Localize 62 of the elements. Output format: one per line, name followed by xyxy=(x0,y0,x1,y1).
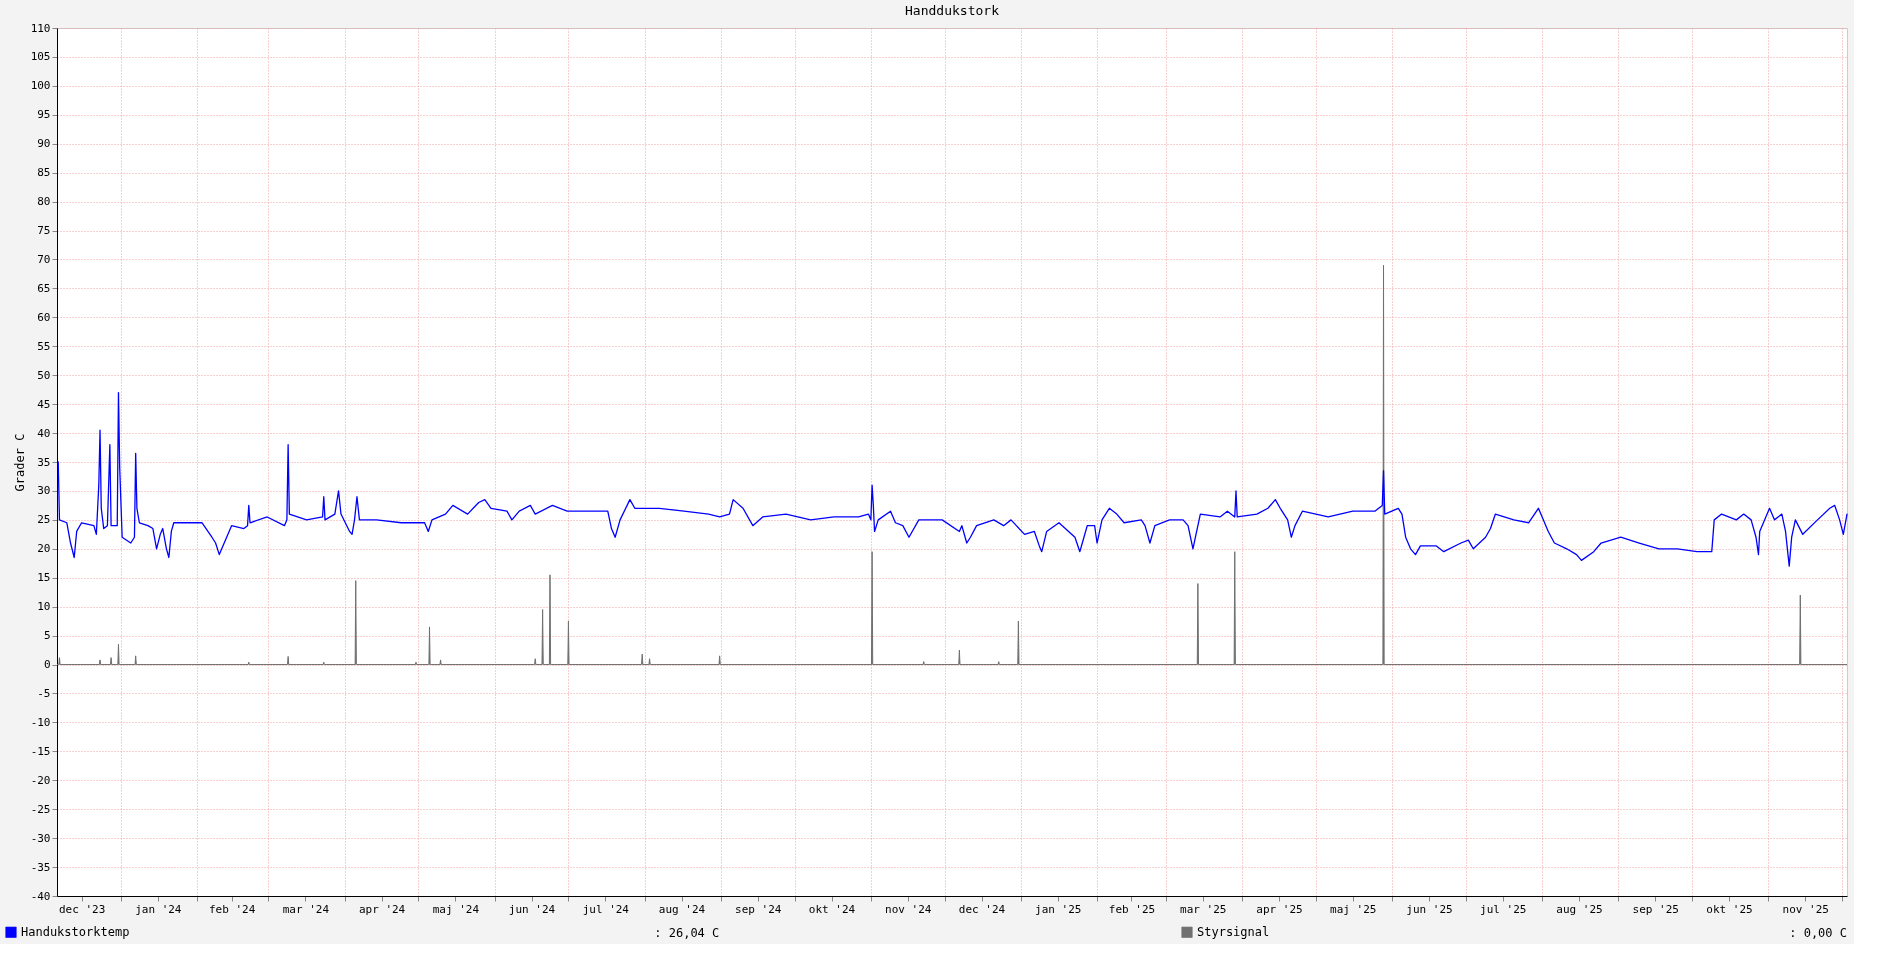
y-tick-label: -10 xyxy=(30,715,51,729)
x-tick-label: jul '24 xyxy=(582,902,630,916)
y-tick-label: 40 xyxy=(37,426,51,440)
y-tick-label: 25 xyxy=(37,513,51,527)
y-tick-label: 5 xyxy=(43,629,51,643)
x-tick-label: dec '23 xyxy=(58,902,106,916)
text: : 26,04 C xyxy=(654,926,720,940)
y-tick-label: 80 xyxy=(37,195,51,209)
y-tick-label: -25 xyxy=(30,802,51,816)
x-tick-label: aug '25 xyxy=(1556,902,1603,916)
y-tick-label: 20 xyxy=(37,542,51,556)
chart-title: Handdukstork xyxy=(905,3,1000,18)
x-tick-label: okt '25 xyxy=(1706,902,1753,916)
x-tick-label: apr '24 xyxy=(358,902,406,916)
y-tick-label: 0 xyxy=(43,658,51,672)
y-tick-label: -35 xyxy=(30,860,51,874)
y-tick-label: -40 xyxy=(30,889,51,903)
x-tick-label: feb '25 xyxy=(1108,902,1156,916)
x-tick-label: aug '24 xyxy=(658,902,706,916)
y-tick-label: 65 xyxy=(37,281,51,295)
x-tick-label: mar '25 xyxy=(1180,902,1227,916)
legend-label: Styrsignal xyxy=(1197,925,1270,940)
x-tick-label: jul '25 xyxy=(1480,902,1527,916)
x-tick-label: apr '25 xyxy=(1256,902,1303,916)
x-tick-label: dec '24 xyxy=(958,902,1006,916)
y-tick-label: 45 xyxy=(37,397,51,411)
y-tick-label: 105 xyxy=(30,50,51,64)
text: : 0,00 C xyxy=(1789,926,1847,940)
y-tick-label: 60 xyxy=(37,310,51,324)
y-axis-title: Grader C xyxy=(12,433,27,492)
x-tick-label: nov '24 xyxy=(885,902,932,916)
y-tick-label: 30 xyxy=(37,484,51,498)
y-tick-label: 75 xyxy=(37,224,51,238)
y-tick-label: 95 xyxy=(37,108,51,122)
y-tick-label: 90 xyxy=(37,137,51,151)
y-tick-label: 55 xyxy=(37,339,51,353)
x-tick-label: nov '25 xyxy=(1782,902,1829,916)
y-tick-label: 100 xyxy=(30,79,51,93)
y-tick-label: -15 xyxy=(30,744,51,758)
x-tick-label: jan '24 xyxy=(135,902,182,916)
x-tick-label: jun '25 xyxy=(1406,902,1453,916)
x-tick-label: mar '24 xyxy=(282,902,330,916)
y-tick-label: 85 xyxy=(37,166,51,180)
y-tick-label: -30 xyxy=(30,831,51,845)
x-tick-label: sep '25 xyxy=(1632,902,1679,916)
y-tick-label: 50 xyxy=(37,368,51,382)
x-tick-label: jan '25 xyxy=(1035,902,1082,916)
x-tick-label: sep '24 xyxy=(735,902,782,916)
y-tick-label: -5 xyxy=(37,686,51,700)
y-tick-label: 10 xyxy=(37,600,51,614)
x-tick-label: maj '25 xyxy=(1330,902,1377,916)
x-tick-label: jun '24 xyxy=(508,902,556,916)
x-tick-label: feb '24 xyxy=(208,902,256,916)
x-tick-label: maj '24 xyxy=(432,902,480,916)
x-tick-label: okt '24 xyxy=(808,902,856,916)
y-tick-label: 70 xyxy=(37,252,51,266)
y-tick-label: -20 xyxy=(30,773,51,787)
line-series xyxy=(57,391,1848,567)
y-tick-label: 35 xyxy=(37,455,51,469)
y-tick-label: 15 xyxy=(37,571,51,585)
y-tick-label: 110 xyxy=(30,21,51,35)
legend-label: Handukstorktemp xyxy=(21,925,130,940)
